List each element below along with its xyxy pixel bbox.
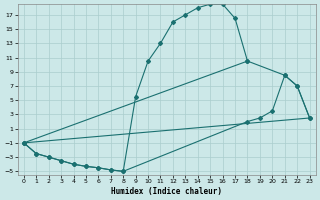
X-axis label: Humidex (Indice chaleur): Humidex (Indice chaleur) (111, 187, 222, 196)
